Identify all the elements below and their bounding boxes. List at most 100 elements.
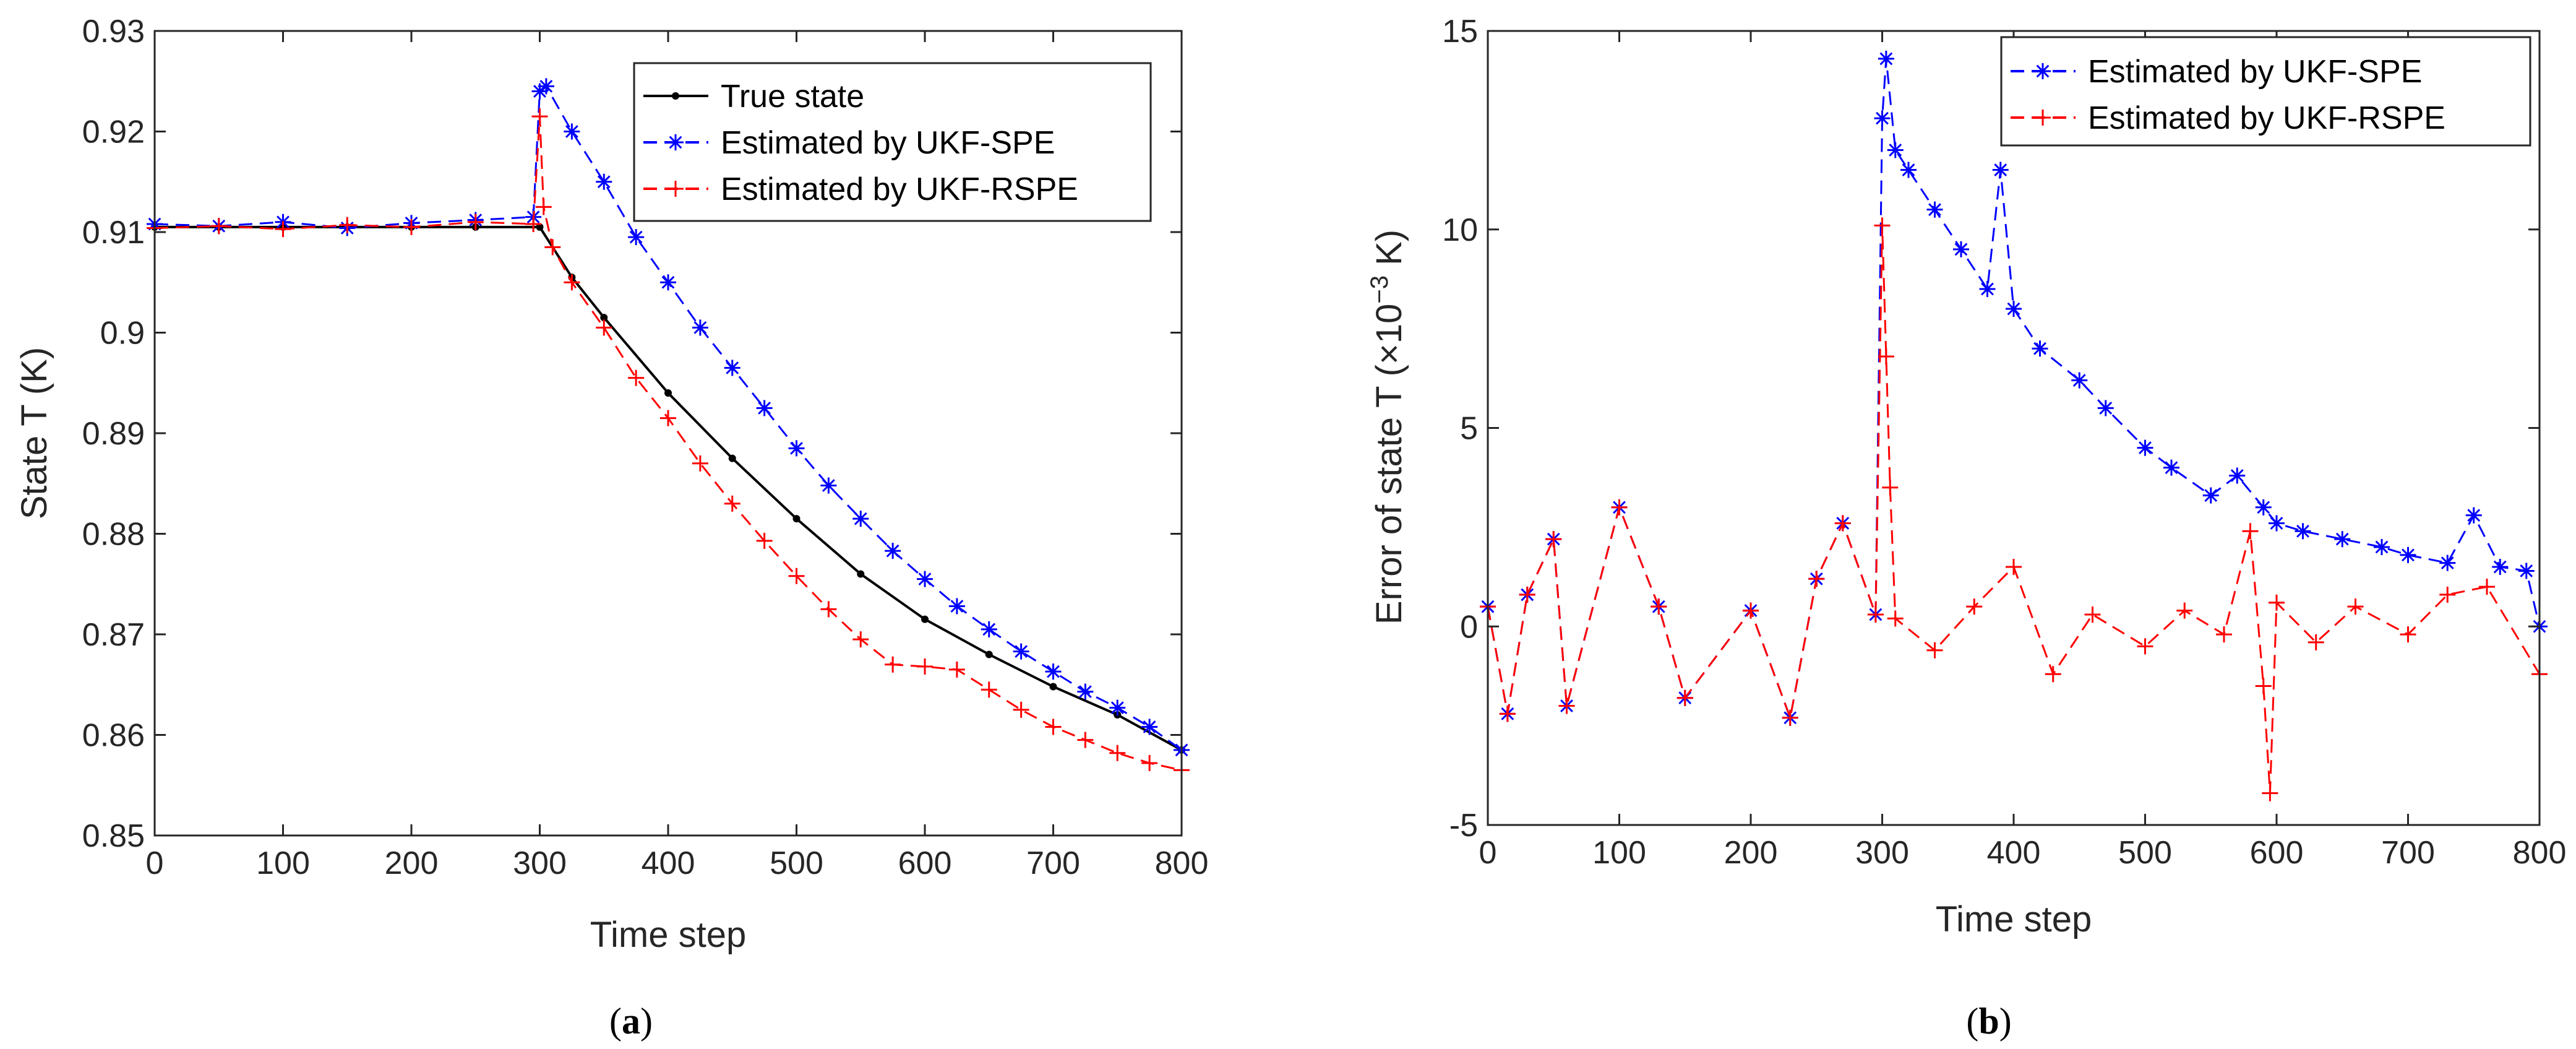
point-estimated-by-ukf-spe-a-15 [756,400,773,417]
point-estimated-by-ukf-spe-b-37 [2492,559,2509,576]
x-tick-label-b-6: 600 [2250,835,2304,871]
panel-a-chart: 0 100 200 300 400 500 600 700 800 0.85 0.86 0.87 0.8… [14,14,1208,1042]
legend-entry-ukf-spe-b: Estimated by UKF-SPE [2011,54,2422,90]
legend-marker-true-state [672,92,679,100]
point-estimated-by-ukf-spe-a-26 [1109,699,1126,716]
point-estimated-by-ukf-spe-a-17 [820,477,837,494]
point-estimated-by-ukf-rspe-b-12 [1867,607,1884,623]
legend-box-a [633,62,1152,222]
point-estimated-by-ukf-rspe-a-16 [756,532,773,549]
legend-entry-ukf-rspe-a: Estimated by UKF-RSPE [643,171,1078,207]
series-estimated-by-ukf-rspe-a [147,108,1190,779]
x-tick-label-b-8: 800 [2513,835,2567,871]
point-estimated-by-ukf-spe-a-12 [660,274,676,291]
x-tick-label-a-0: 0 [146,845,164,881]
legend-label-ukf-spe-b: Estimated by UKF-SPE [2088,54,2422,90]
point-estimated-by-ukf-rspe-b-7 [1677,689,1693,706]
x-tick-label-a-7: 700 [1026,845,1080,881]
point-estimated-by-ukf-spe-b-30 [2269,515,2285,532]
point-estimated-by-ukf-rspe-b-31 [2400,626,2416,643]
point-estimated-by-ukf-spe-a-9 [564,123,580,140]
point-estimated-by-ukf-spe-a-19 [885,543,901,559]
point-estimated-by-ukf-rspe-a-17 [788,568,805,584]
y-tick-label-b-4: 15 [1442,14,1478,50]
panel-label-a: (a) [609,1001,653,1042]
x-axis-label-a: Time step [590,915,746,955]
legend-label-true-state: True state [721,79,864,114]
point-estimated-by-ukf-rspe-a-28 [1141,755,1158,771]
point-estimated-by-ukf-rspe-b-28 [2269,594,2285,611]
point-estimated-by-ukf-rspe-a-20 [885,656,901,673]
point-estimated-by-ukf-spe-b-16 [1900,162,1917,178]
y-axis-label-b-unit: K) [1369,230,1409,275]
y-tick-label-a-4: 0.89 [82,416,145,452]
legend-marker-ukf-rspe-a [668,181,684,197]
legend-asterisk-b [2035,63,2051,79]
y-axis-label-a: State T (K) [14,347,54,519]
point-estimated-by-ukf-spe-a-16 [788,440,805,457]
point-estimated-by-ukf-spe-a-14 [724,360,741,376]
series-line-true-state-a [155,225,1182,751]
point-estimated-by-ukf-rspe-b-6 [1651,598,1667,615]
point-estimated-by-ukf-rspe-b-29 [2308,634,2324,650]
point-estimated-by-ukf-rspe-b-5 [1611,499,1628,516]
point-estimated-by-ukf-spe-a-23 [1013,643,1029,660]
point-estimated-by-ukf-rspe-b-21 [2084,607,2101,623]
x-tick-label-a-5: 500 [770,845,823,881]
y-tick-label-b-0: -5 [1449,808,1478,844]
point-estimated-by-ukf-spe-b-33 [2374,538,2390,555]
plot-area-b [1488,31,2540,825]
point-estimated-by-ukf-rspe-b-16 [1887,610,1904,627]
point-estimated-by-ukf-spe-b-34 [2400,546,2416,563]
series-line-estimated-by-ukf-spe-b [1487,58,2541,722]
point-true-state-a-8 [600,314,608,322]
point-estimated-by-ukf-rspe-b-14 [1878,348,1894,365]
x-tick-label-b-7: 700 [2381,835,2435,871]
y-tick-label-a-7: 0.92 [82,114,145,150]
point-true-state-a-13 [921,615,929,623]
point-estimated-by-ukf-rspe-a-22 [948,661,965,678]
legend-entry-ukf-rspe-b: Estimated by UKF-RSPE [2011,100,2445,136]
point-true-state-a-14 [985,650,993,658]
legend-asterisk-a [668,134,684,150]
point-estimated-by-ukf-rspe-b-9 [1782,709,1798,726]
point-estimated-by-ukf-rspe-a-25 [1045,719,1062,735]
point-estimated-by-ukf-rspe-a-5 [467,214,484,230]
point-estimated-by-ukf-spe-b-26 [2163,459,2179,476]
legend-plus-a [668,181,684,197]
legend-a: True state Estimated by UKF-SPE Estimate… [633,62,1152,222]
point-estimated-by-ukf-rspe-a-7 [531,108,548,125]
point-estimated-by-ukf-rspe-a-13 [660,410,676,426]
x-tick-label-b-4: 400 [1987,835,2041,871]
point-estimated-by-ukf-spe-a-27 [1141,719,1158,735]
point-estimated-by-ukf-spe-a-11 [628,229,645,246]
point-estimated-by-ukf-rspe-a-3 [339,217,356,233]
point-estimated-by-ukf-spe-a-20 [917,571,933,587]
y-axis-label-b: Error of state T (×10−3 K) [1366,230,1409,624]
y-axis-label-b-exponent: −3 [1366,275,1393,304]
point-estimated-by-ukf-rspe-b-15 [1882,479,1899,496]
y-tick-label-b-3: 10 [1442,212,1478,248]
point-estimated-by-ukf-spe-b-18 [1953,241,1969,257]
point-true-state-a-12 [857,570,865,578]
point-estimated-by-ukf-rspe-b-17 [1926,642,1943,658]
point-estimated-by-ukf-spe-a-22 [981,621,997,637]
point-estimated-by-ukf-spe-b-24 [2097,400,2114,417]
point-estimated-by-ukf-spe-b-32 [2334,531,2351,548]
x-tick-label-b-3: 300 [1855,835,1909,871]
point-estimated-by-ukf-rspe-b-19 [2006,559,2022,576]
y-tick-label-b-2: 5 [1460,411,1478,447]
point-estimated-by-ukf-rspe-a-11 [596,319,612,336]
point-estimated-by-ukf-rspe-b-18 [1966,598,1983,615]
point-estimated-by-ukf-spe-b-29 [2255,499,2272,516]
legend-label-ukf-spe-a: Estimated by UKF-SPE [721,125,1055,161]
legend-marker-ukf-spe-b [2035,63,2051,79]
point-estimated-by-ukf-rspe-b-23 [2176,602,2193,619]
point-estimated-by-ukf-rspe-b-26 [2255,678,2272,694]
point-estimated-by-ukf-spe-b-36 [2465,507,2482,524]
y-tick-label-a-2: 0.87 [82,617,145,653]
point-estimated-by-ukf-spe-b-13 [1874,110,1891,127]
x-tick-label-a-3: 300 [513,845,567,881]
x-axis-label-b: Time step [1936,899,2092,939]
